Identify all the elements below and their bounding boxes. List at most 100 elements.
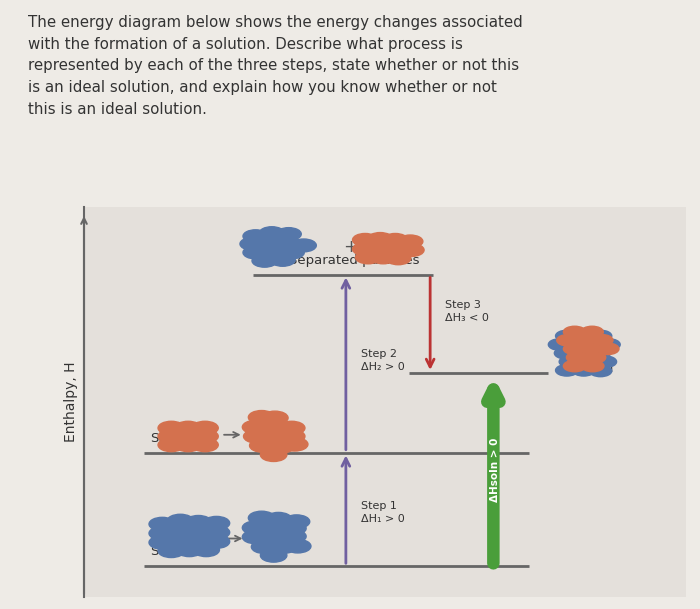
Circle shape [265,512,292,526]
Circle shape [598,339,620,350]
Circle shape [398,235,423,248]
Circle shape [185,515,211,529]
Circle shape [276,228,301,241]
Circle shape [383,233,408,246]
Circle shape [279,246,304,259]
Circle shape [175,429,202,443]
Circle shape [260,448,287,462]
Circle shape [281,437,308,451]
Circle shape [267,440,294,453]
Text: Step 3
ΔH₃ < 0: Step 3 ΔH₃ < 0 [445,300,489,323]
Circle shape [240,238,265,250]
Circle shape [242,420,269,434]
Circle shape [594,356,617,367]
Circle shape [370,251,395,264]
Circle shape [556,330,578,342]
Circle shape [242,521,269,535]
Circle shape [368,242,393,255]
Circle shape [353,233,378,246]
Circle shape [167,534,194,547]
Circle shape [243,246,268,259]
Circle shape [573,334,596,346]
Circle shape [203,535,230,548]
Circle shape [279,522,306,535]
Circle shape [260,420,287,433]
Circle shape [270,540,296,554]
Circle shape [262,411,288,424]
Circle shape [573,365,595,376]
Circle shape [262,531,288,544]
Circle shape [554,347,577,359]
Circle shape [556,334,580,346]
Circle shape [261,245,286,258]
Circle shape [192,429,218,443]
Circle shape [203,526,230,539]
Circle shape [578,356,600,367]
Text: +: + [343,238,358,256]
Circle shape [185,534,211,547]
Circle shape [564,343,586,354]
Circle shape [573,330,595,342]
Circle shape [167,514,194,528]
Circle shape [566,352,589,363]
Circle shape [284,540,311,553]
Circle shape [185,525,211,538]
Circle shape [279,421,305,435]
Circle shape [251,540,278,554]
Text: Solution: Solution [559,362,614,375]
Circle shape [582,361,604,371]
Circle shape [203,516,230,530]
Circle shape [591,334,613,346]
Circle shape [279,429,305,443]
Circle shape [242,530,269,544]
Circle shape [291,239,316,252]
Circle shape [548,339,570,350]
Circle shape [175,438,202,452]
Circle shape [259,227,284,239]
Circle shape [248,511,275,525]
Circle shape [262,521,288,535]
Circle shape [158,421,185,435]
Text: Solvent: Solvent [150,546,200,558]
Text: Step 2
ΔH₂ > 0: Step 2 ΔH₂ > 0 [361,349,405,372]
Circle shape [158,438,185,452]
Circle shape [582,339,605,350]
Circle shape [565,339,588,350]
Y-axis label: Enthalpy, H: Enthalpy, H [64,362,78,442]
Circle shape [158,544,185,557]
Text: Separated particles: Separated particles [288,254,419,267]
Circle shape [399,244,424,256]
Circle shape [384,243,409,256]
Circle shape [176,543,202,557]
Circle shape [353,243,378,256]
Circle shape [589,365,612,377]
Text: ΔHsoln > 0: ΔHsoln > 0 [489,437,500,502]
Circle shape [368,233,393,245]
Circle shape [581,326,603,338]
Circle shape [260,549,287,562]
Circle shape [149,517,176,531]
Circle shape [564,326,586,338]
Circle shape [270,253,295,266]
Circle shape [192,438,218,452]
Circle shape [193,543,220,557]
Circle shape [556,365,578,376]
Circle shape [249,438,276,452]
Circle shape [243,230,268,242]
Circle shape [356,251,381,264]
Circle shape [258,237,284,250]
Text: Solute: Solute [150,432,193,445]
Circle shape [588,347,610,359]
Circle shape [175,421,202,435]
Circle shape [149,536,176,549]
Circle shape [386,252,411,265]
Circle shape [564,361,586,371]
Circle shape [279,530,306,543]
Circle shape [158,429,185,443]
Circle shape [262,429,288,443]
Circle shape [284,515,309,529]
Circle shape [596,343,619,354]
Circle shape [167,525,194,538]
Circle shape [571,347,594,359]
Circle shape [149,527,176,540]
